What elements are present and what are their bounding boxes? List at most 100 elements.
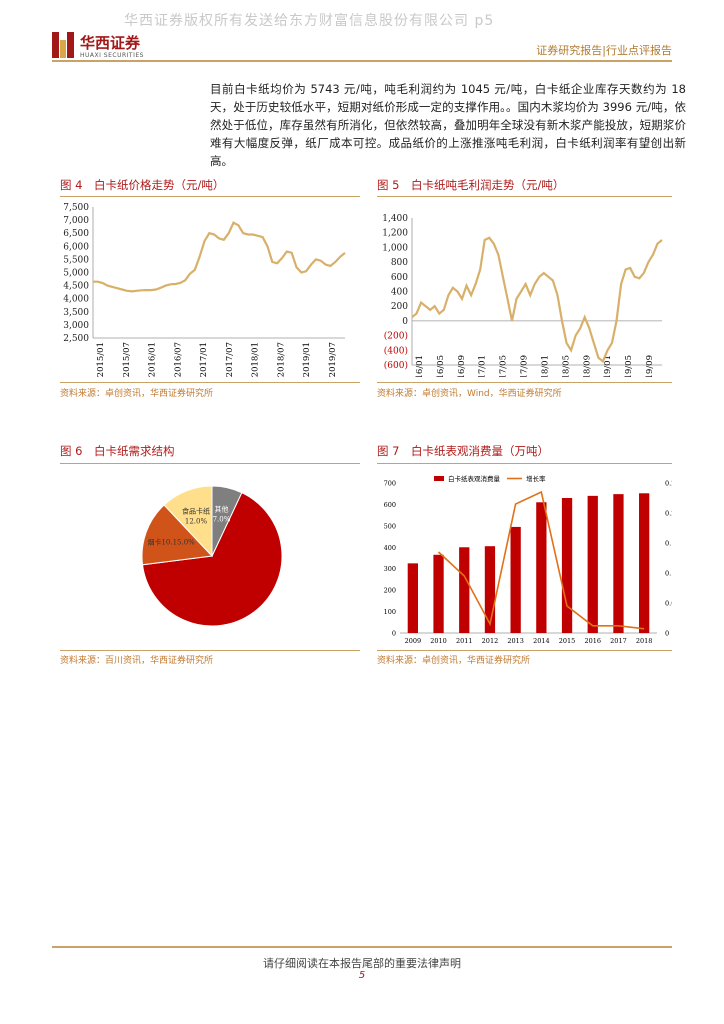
x-tick-label: 2018/05 [561,355,571,377]
fig4-title: 图 4 白卡纸价格走势（元/吨） [60,178,225,192]
fig4-source-rule [60,382,360,383]
bar [639,493,650,633]
x-tick-label: 2019/07 [328,342,338,377]
bar [613,494,624,633]
x-tick-label: 2015/01 [96,342,106,377]
y-tick-label: (200) [384,331,408,342]
fig6-source-rule [60,650,360,651]
pie-slice-label: 12.0% [185,518,208,526]
y-tick-label: 4,000 [63,295,89,305]
watermark: 华西证券版权所有发送给东方财富信息股份有限公司 p5 [124,13,495,29]
pie-slice-label: 食品卡纸 [182,507,210,516]
logo-text-cn: 华西证券 [80,34,141,52]
fig7-title: 图 7 白卡纸表观消费量（万吨） [377,444,549,458]
huaxi-logo-icon [52,32,74,58]
pie-slice [141,491,283,627]
x-tick-label: 2019/05 [624,355,634,377]
y-tick-label: 400 [391,288,408,298]
y-tick-label: 200 [391,302,408,312]
x-tick-label: 2017/01 [199,342,209,377]
series-line [93,221,346,293]
bar [587,495,598,633]
y-tick-label: 600 [391,273,408,283]
pie-slice [211,485,243,557]
x-tick-label: 2017/05 [499,355,509,377]
x-tick-label: 2018/07 [276,342,286,377]
y-tick-label: 7,000 [63,216,89,226]
x-tick-label: 2016 [584,637,601,645]
y-tick-label: 1,200 [382,229,408,239]
fig7-consumption-chart: 700 600 500 400 300 200 100 0 0.25 0.2 0.15 0.1 0.05… [384,474,672,645]
x-tick-label: 2010 [430,637,447,645]
fig4-price-chart: 7,500 7,000 6,500 6,000 5,500 5,000 4,500 4,000… [63,203,346,377]
y-tick-label: (600) [384,360,408,371]
y-tick-label: 300 [384,565,396,573]
fig6-demand-pie: 烟卡10.15.0% 食品卡纸 12.0% 其他 7.0% [141,485,283,627]
x-tick-label: 2016/01 [415,355,425,377]
bar [536,502,547,633]
y-tick-label: 5,500 [63,255,89,265]
pie-slice [141,504,214,566]
y-tick-label: 400 [384,544,396,552]
y-tick-label: 0 [402,317,408,327]
bar [433,554,444,633]
fig5-title-rule [377,196,672,197]
fig5-source: 资料来源：卓创资讯，Wind，华西证券研究所 [377,389,562,399]
y-tick-label: (400) [384,345,408,356]
y2-tick-label: 0.2 [665,510,672,518]
x-tick-label: 2016/05 [436,355,446,377]
y-tick-label: 5,000 [63,269,89,279]
x-tick-label: 2017/07 [225,342,235,377]
legend-label-bar: 白卡纸表观消费量 [448,474,501,483]
x-tick-label: 2016/09 [457,355,467,377]
y2-tick-label: 0 [665,630,669,638]
fig4-title-rule [60,196,360,197]
y-tick-label: 800 [391,258,408,268]
fig5-title: 图 5 白卡纸吨毛利润走势（元/吨） [377,178,565,192]
y-tick-label: 0 [392,630,396,638]
fig7-source: 资料来源：卓创资讯，华西证券研究所 [377,656,531,666]
bar [561,498,573,633]
x-tick-label: 2018/01 [540,355,550,377]
x-tick-label: 2015 [559,637,576,645]
pie-slice-label: 7.0% [213,516,231,524]
fig6-title: 图 6 白卡纸需求结构 [60,444,175,458]
footer-disclaimer-link[interactable]: 请仔细阅读在本报告尾部的重要法律声明 [263,957,461,970]
x-tick-label: 2017/09 [520,355,530,377]
y-tick-label: 1,000 [382,243,408,253]
y-tick-label: 3,500 [63,308,89,318]
y-tick-label: 6,000 [63,242,89,252]
bar [407,563,418,633]
y-tick-label: 6,500 [63,229,89,239]
fig7-source-rule [377,650,672,651]
x-tick-label: 2017 [610,637,627,645]
y2-tick-label: 0.15 [665,540,672,548]
x-tick-label: 2014 [533,637,550,645]
fig4-source: 资料来源：卓创资讯，华西证券研究所 [60,389,214,399]
fig7-title-rule [377,463,672,464]
legend-label-line: 增长率 [526,474,546,483]
report-type-label: 证券研究报告|行业点评报告 [536,44,672,57]
x-tick-label: 2019/01 [603,355,613,377]
y-tick-label: 4,500 [63,282,89,292]
growth-line [437,490,645,630]
pie-slice-label: 其他 [214,505,228,514]
y2-tick-label: 0.1 [665,570,672,578]
x-tick-label: 2018/01 [251,342,261,377]
bar [459,547,470,633]
bar [510,526,521,633]
x-tick-label: 2012 [482,637,499,645]
y-tick-label: 600 [384,501,396,509]
x-tick-label: 2016/07 [173,342,183,377]
y-tick-label: 3,000 [63,321,89,331]
x-tick-label: 2015/07 [122,342,132,377]
y2-tick-label: 0.05 [665,600,672,608]
y-tick-label: 700 [384,480,396,488]
page-number: 5 [358,970,366,981]
y-tick-label: 200 [384,587,396,595]
x-tick-label: 2017/01 [478,355,488,377]
fig5-source-rule [377,382,672,383]
legend-swatch-bar [434,476,444,481]
y-tick-label: 100 [384,608,396,616]
x-tick-label: 2018 [636,637,653,645]
